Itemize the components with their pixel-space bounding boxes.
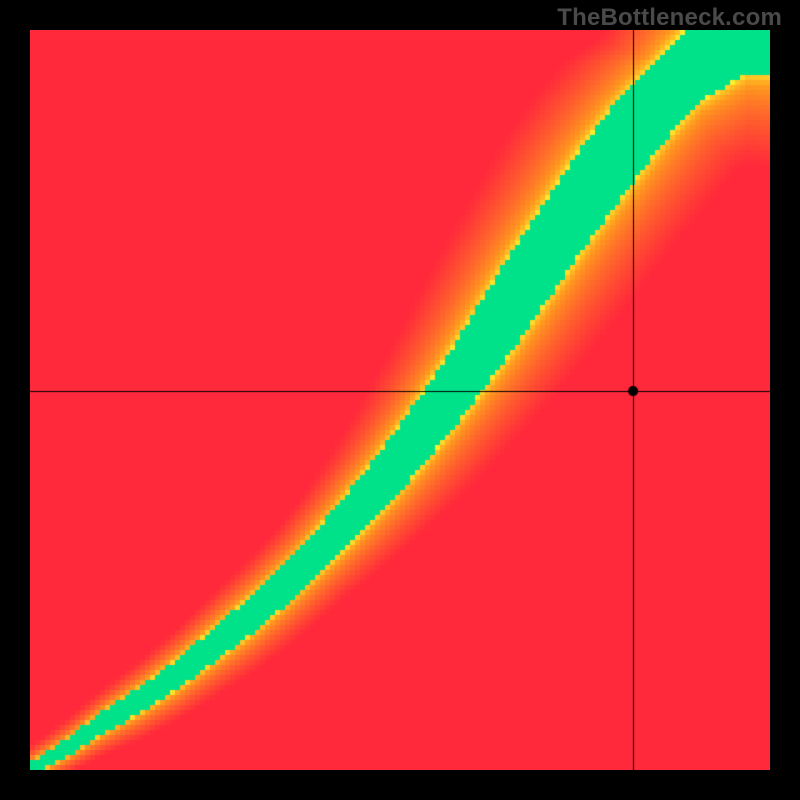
watermark-text: TheBottleneck.com — [557, 4, 782, 32]
heatmap-plot — [30, 30, 770, 770]
